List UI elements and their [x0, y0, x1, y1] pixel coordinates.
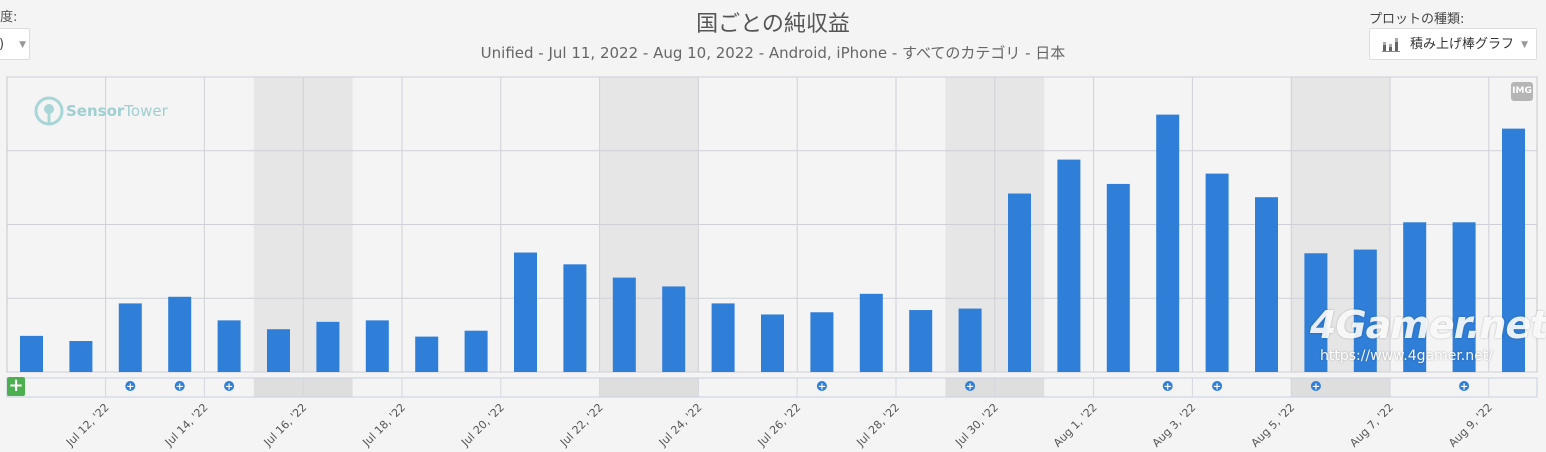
annotation-marker-symbol: +	[126, 382, 134, 393]
chevron-down-icon: ▼	[1521, 40, 1528, 50]
annotation-marker: +	[1162, 381, 1173, 393]
bar	[365, 320, 389, 372]
x-tick-label: Aug 9, '22	[1446, 401, 1495, 450]
x-tick-label: Jul 22, '22	[557, 401, 606, 450]
annotation-marker: +	[1212, 381, 1223, 393]
watermark-brand: 4Gamer.net	[1310, 303, 1546, 347]
annotation-marker: +	[174, 381, 185, 393]
add-annotation-button[interactable]: +	[7, 375, 25, 396]
plot-type-value: 積み上げ棒グラフ	[1410, 37, 1515, 52]
export-image-button[interactable]: IMG	[1511, 82, 1533, 101]
annotation-marker-dot	[1310, 381, 1321, 391]
bar	[316, 321, 340, 372]
annotation-marker-symbol: +	[176, 382, 184, 393]
chevron-down-icon: ▼	[19, 40, 26, 50]
x-tick-label: Jul 12, '22	[63, 401, 112, 450]
x-tick-label: Jul 26, '22	[755, 401, 804, 450]
annotation-marker: +	[816, 381, 827, 393]
annotation-marker-symbol: +	[225, 382, 233, 393]
annotation-marker-symbol: +	[1312, 382, 1320, 393]
annotation-marker-symbol: +	[818, 382, 826, 393]
bar	[118, 303, 142, 372]
bar	[909, 310, 933, 372]
x-tick-label: Aug 3, '22	[1150, 401, 1199, 450]
annotation-marker-dot	[224, 381, 235, 391]
bar	[514, 252, 537, 372]
bar	[1156, 114, 1180, 373]
x-tick-label: Jul 30, '22	[952, 401, 1001, 450]
x-tick-label: Jul 28, '22	[853, 401, 902, 450]
annotation-marker-dot	[1162, 381, 1173, 391]
annotation-marker-dot	[174, 381, 185, 391]
bar	[168, 296, 192, 372]
annotation-marker-dot	[1459, 381, 1470, 391]
bar	[1255, 197, 1278, 372]
x-tick-label: Jul 20, '22	[458, 401, 507, 450]
bar	[810, 312, 834, 372]
bar	[662, 286, 686, 372]
x-tick-label: Jul 24, '22	[656, 401, 705, 450]
x-tick-label: Jul 16, '22	[261, 401, 310, 450]
annotation-marker-dot	[1212, 381, 1223, 391]
left-dropdown[interactable]: ) ▼	[0, 28, 30, 60]
bar	[415, 336, 439, 372]
annotation-marker-symbol: +	[1460, 382, 1468, 393]
x-tick-label: Aug 5, '22	[1249, 401, 1298, 450]
stacked-bar-chart-icon	[1382, 38, 1400, 52]
annotation-marker-dot	[125, 381, 136, 391]
x-tick-label: Aug 7, '22	[1347, 401, 1396, 450]
bar	[1452, 222, 1476, 372]
bar	[1403, 222, 1427, 372]
plot-type-label: プロットの種類:	[1369, 12, 1465, 27]
annotation-marker-symbol: +	[1164, 382, 1172, 393]
x-tick-label: Jul 14, '22	[162, 401, 211, 450]
bar	[1353, 249, 1377, 372]
sensortower-logo-icon	[34, 96, 64, 126]
left-dropdown-value: )	[0, 37, 4, 52]
x-axis-labels: Jul 12, '22 Jul 14, '22 Jul 16, '22 Jul 18,…	[63, 401, 1495, 450]
annotation-marker-dot	[965, 381, 976, 391]
annotation-marker: +	[965, 381, 976, 393]
plot-type-dropdown[interactable]: 積み上げ棒グラフ ▼	[1369, 28, 1537, 60]
annotation-marker: +	[1310, 381, 1321, 393]
annotation-marker: +	[125, 381, 136, 393]
chart-title: 国ごとの純収益	[696, 12, 850, 37]
watermark-url: https://www.4gamer.net/	[1320, 348, 1493, 364]
annotation-marker: +	[1459, 381, 1470, 393]
bar	[1304, 253, 1328, 372]
bar	[1106, 183, 1130, 372]
bar	[1057, 159, 1081, 372]
bar	[217, 320, 241, 372]
bar	[563, 264, 587, 372]
bar	[1008, 193, 1031, 372]
annotation-marker-symbol: +	[1213, 382, 1221, 393]
bar	[711, 303, 735, 372]
bar	[859, 293, 883, 372]
bar	[267, 329, 290, 372]
bar	[761, 314, 784, 372]
annotation-markers: ++++++++++	[125, 381, 1470, 393]
weekend-band-strip	[1291, 378, 1390, 397]
annotation-marker-symbol: +	[966, 382, 974, 393]
left-control-label: 度:	[0, 10, 18, 25]
sensortower-logo-text: SensorTower	[66, 102, 168, 120]
chart-subtitle: Unified - Jul 11, 2022 - Aug 10, 2022 - …	[480, 44, 1066, 62]
bar-series	[20, 114, 1525, 373]
bar	[612, 277, 636, 372]
annotation-marker-dot	[816, 381, 827, 391]
bar	[464, 330, 488, 372]
annotation-marker: +	[224, 381, 235, 393]
bar	[69, 341, 93, 372]
bar	[1205, 173, 1229, 372]
weekend-band-strip	[599, 378, 699, 397]
bar	[20, 335, 43, 372]
x-tick-label: Aug 1, '22	[1051, 401, 1100, 450]
x-tick-label: Jul 18, '22	[359, 401, 408, 450]
bar	[958, 308, 982, 372]
bar	[1502, 128, 1525, 372]
